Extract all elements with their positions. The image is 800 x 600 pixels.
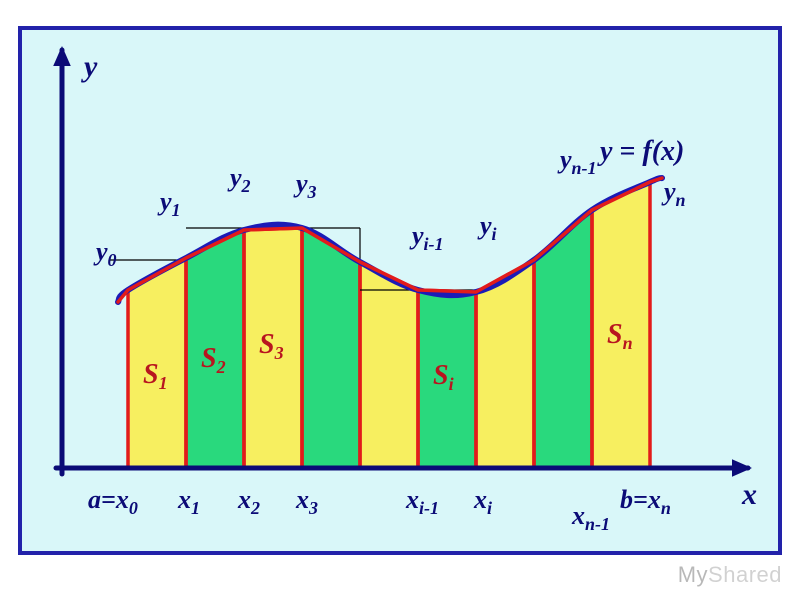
- function-label: y = f(x): [597, 136, 684, 167]
- y-axis-label: y: [81, 50, 98, 83]
- riemann-sum-diagram: yxy0y1y2y3yi-1yiyn-1yny = f(x)a=x0x1x2x3…: [0, 0, 800, 600]
- x-axis-label: x: [741, 478, 757, 511]
- diagram-svg: yxy0y1y2y3yi-1yiyn-1yny = f(x)a=x0x1x2x3…: [0, 0, 800, 600]
